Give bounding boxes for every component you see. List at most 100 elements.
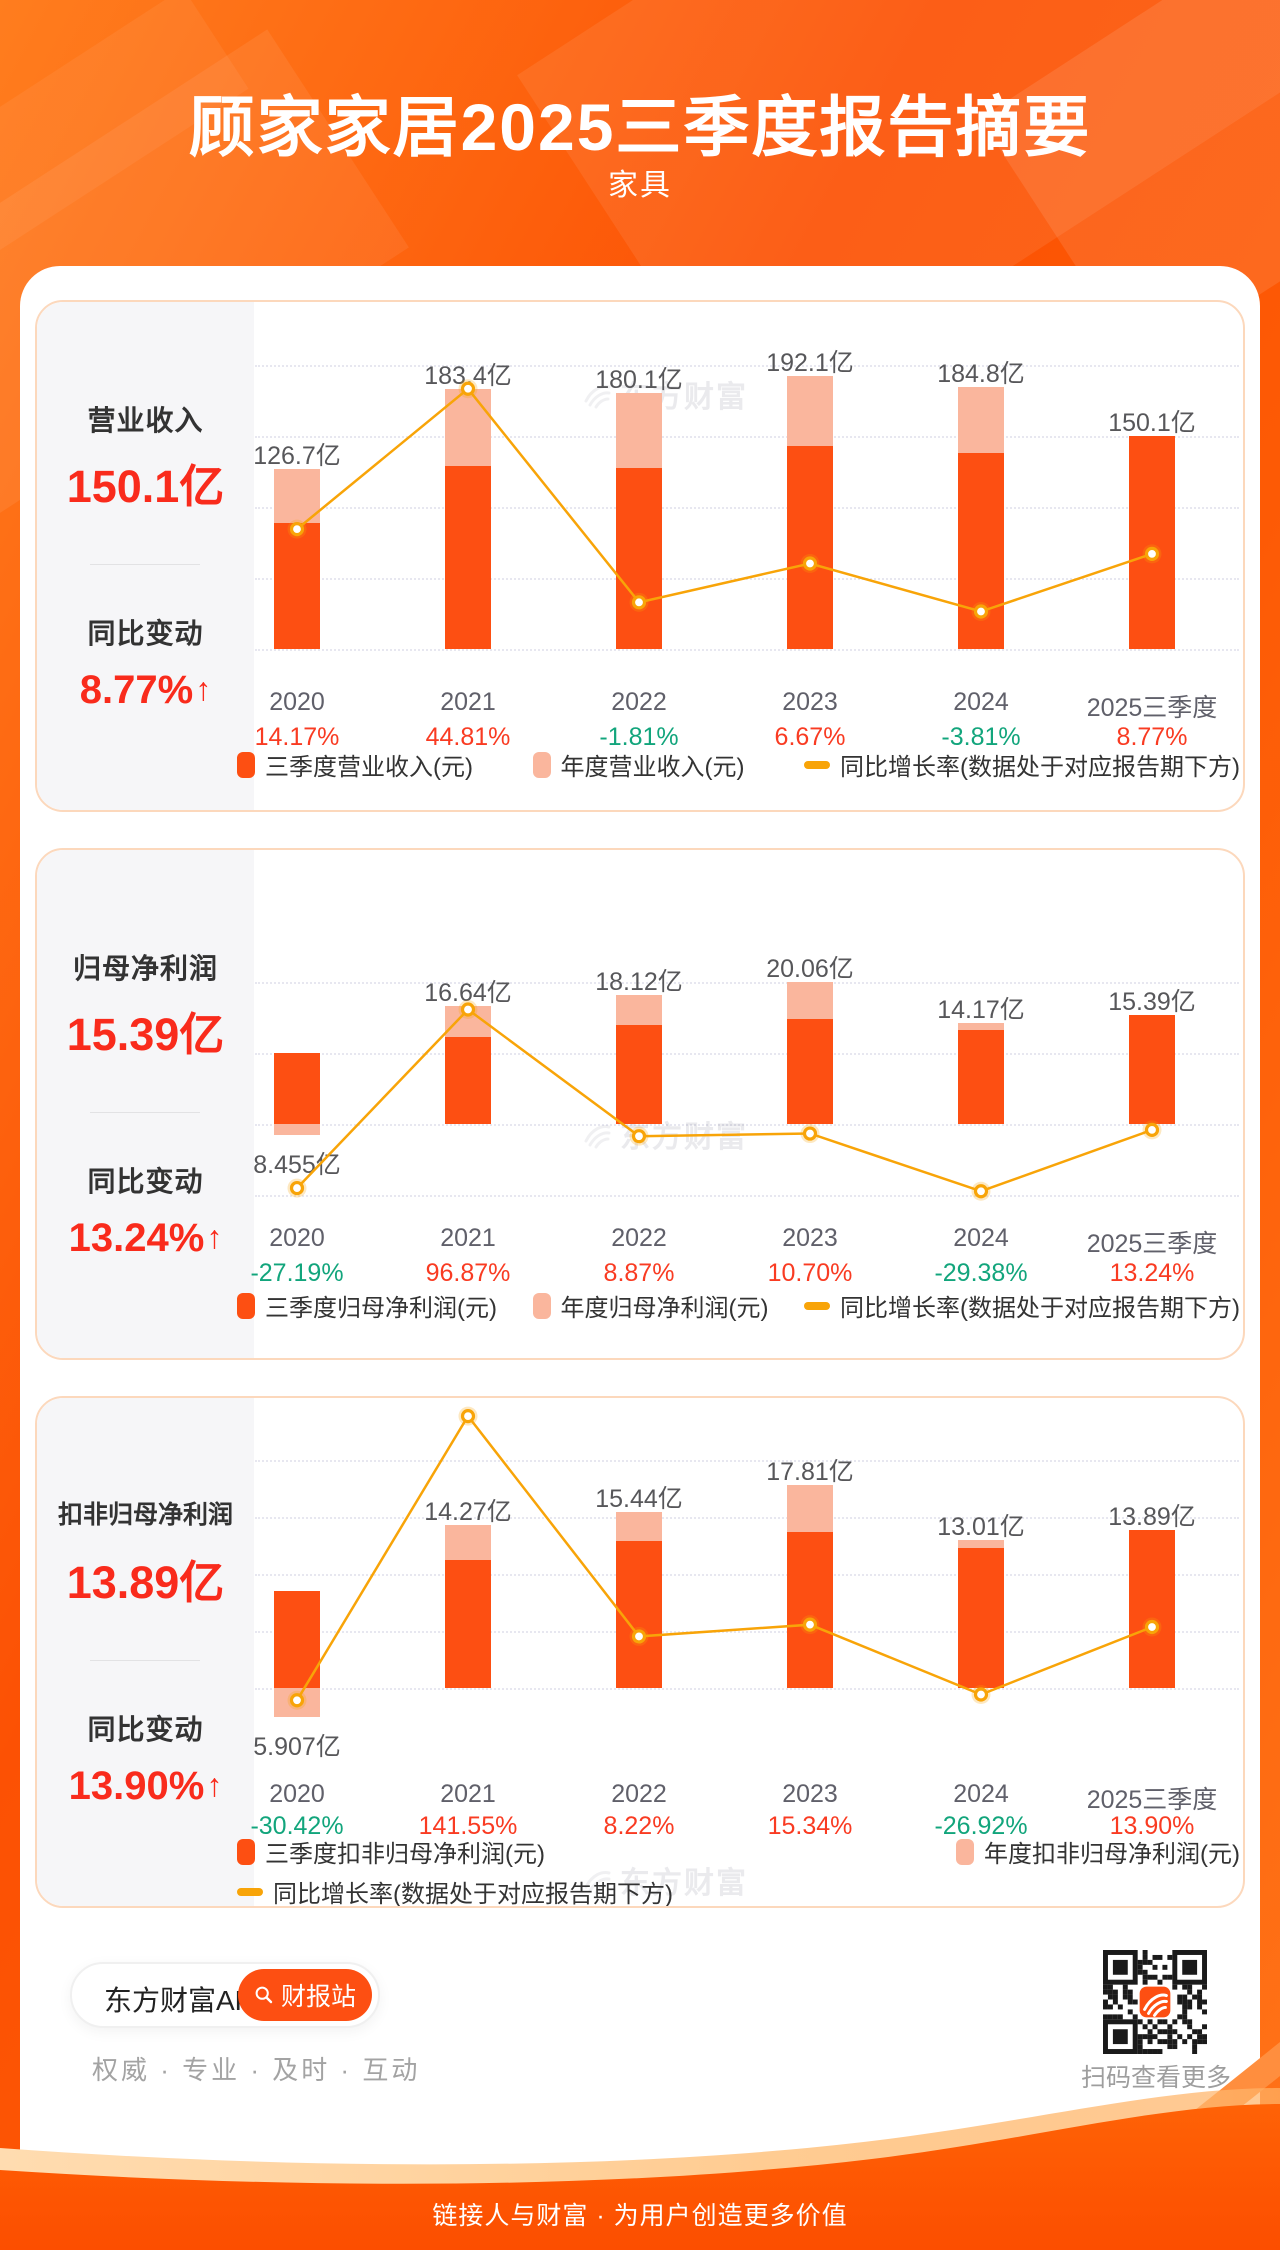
yoy-label: -29.38% bbox=[934, 1259, 1028, 1287]
bar-q3 bbox=[958, 453, 1004, 649]
chart-area: 东方财富 8.455亿 2020 -27.19% 16.64亿 2021 96.87% 18.… bbox=[37, 850, 1243, 1358]
legend-swatch-annual-bar bbox=[532, 1292, 551, 1319]
panel-net-profit: 归母净利润 15.39亿 同比变动 13.24%↑ 东方财富 8.455亿 2020 -27.… bbox=[35, 848, 1245, 1360]
chart-gridline bbox=[255, 1631, 1239, 1633]
bar-value-label: 183.4亿 bbox=[424, 361, 512, 390]
yoy-label: 8.77% bbox=[1116, 723, 1188, 751]
change-label: 同比变动 bbox=[87, 1166, 204, 1197]
qr-pattern bbox=[1103, 1950, 1207, 2054]
legend: 三季度营业收入(元) 年度营业收入(元) 同比增长率(数据处于对应报告期下方) bbox=[237, 747, 1240, 782]
x-axis-label: 2023 bbox=[782, 1780, 838, 1808]
bar-annual bbox=[616, 1511, 662, 1542]
x-axis-label: 2022 bbox=[611, 1780, 667, 1808]
legend-label: 同比增长率(数据处于对应报告期下方) bbox=[840, 754, 1240, 781]
yoy-label: 141.55% bbox=[418, 1812, 518, 1840]
legend-swatch-q3-bar bbox=[237, 1292, 255, 1319]
qr-caption: 扫码查看更多 bbox=[1080, 2064, 1231, 2092]
bar-q3 bbox=[616, 467, 662, 649]
watermark: 东方财富 bbox=[582, 1858, 748, 1902]
yoy-label: -3.81% bbox=[941, 723, 1021, 751]
search-icon bbox=[255, 1986, 273, 2004]
chart-gridline bbox=[255, 1688, 1239, 1690]
panel-sidebar: 扣非归母净利润 13.89亿 同比变动 13.90%↑ bbox=[37, 1398, 254, 1906]
legend-label: 三季度营业收入(元) bbox=[265, 754, 473, 781]
bar-q3 bbox=[274, 1052, 320, 1124]
legend-swatch-growth-line bbox=[237, 1887, 263, 1896]
legend-item: 同比增长率(数据处于对应报告期下方) bbox=[237, 1874, 673, 1908]
chart-gridline bbox=[255, 1195, 1239, 1197]
chart-area: 东方财富 5.907亿 2020 -30.42% 14.27亿 2021 141.55% 15… bbox=[37, 1398, 1243, 1906]
eastmoney-logo-icon bbox=[584, 1871, 611, 1895]
panel-sidebar: 归母净利润 15.39亿同比变动 13.24%↑ bbox=[37, 850, 254, 1358]
bar-annual bbox=[958, 386, 1004, 454]
growth-point-halo bbox=[971, 1181, 991, 1201]
bar-q3 bbox=[445, 1036, 491, 1124]
legend-item: 三季度归母净利润(元) bbox=[237, 1288, 497, 1323]
bar-q3 bbox=[958, 1548, 1004, 1688]
change-value-row: 13.24%↑ bbox=[37, 1216, 254, 1261]
chart-gridline bbox=[255, 649, 1239, 651]
up-arrow-icon: ↑ bbox=[206, 1219, 223, 1255]
bar-value-label: 13.01亿 bbox=[937, 1512, 1025, 1541]
legend-label: 同比增长率(数据处于对应报告期下方) bbox=[273, 1881, 673, 1908]
change-label: 同比变动 bbox=[87, 1714, 204, 1745]
bar-annual-negative bbox=[274, 1124, 320, 1136]
chart-gridline bbox=[255, 1574, 1239, 1576]
yoy-label: -1.81% bbox=[599, 723, 679, 751]
change-value: 13.24% bbox=[68, 1216, 205, 1260]
bar-q3 bbox=[958, 1029, 1004, 1124]
yoy-label: 13.24% bbox=[1109, 1259, 1195, 1287]
legend-item: 同比增长率(数据处于对应报告期下方) bbox=[804, 747, 1240, 782]
legend-item: 三季度营业收入(元) bbox=[237, 747, 473, 782]
report-station-button[interactable]: 财报站 bbox=[237, 1969, 372, 2021]
legend: 三季度归母净利润(元) 年度归母净利润(元) 同比增长率(数据处于对应报告期下方) bbox=[237, 1288, 1240, 1323]
tagline: 权威 · 专业 · 及时 · 互动 bbox=[92, 2055, 421, 2085]
legend-label: 三季度扣非归母净利润(元) bbox=[265, 1841, 545, 1868]
change-label: 同比变动 bbox=[87, 618, 204, 649]
bar-annual bbox=[274, 469, 320, 523]
bar-q3 bbox=[1129, 1014, 1175, 1124]
bar-value-label: 13.89亿 bbox=[1108, 1502, 1196, 1531]
wave-highlight bbox=[0, 2088, 1280, 2189]
x-axis-label: 2025三季度 bbox=[1086, 1230, 1218, 1258]
metric-title: 归母净利润 bbox=[72, 953, 218, 984]
bar-value-label: 15.39亿 bbox=[1108, 987, 1196, 1016]
legend: 三季度扣非归母净利润(元) 年度扣非归母净利润(元) bbox=[237, 1834, 1240, 1869]
legend-item: 三季度扣非归母净利润(元) bbox=[237, 1834, 545, 1869]
growth-point bbox=[289, 1180, 305, 1196]
bar-annual bbox=[445, 1525, 491, 1561]
yoy-label: 15.34% bbox=[767, 1812, 853, 1840]
eastmoney-logo-icon bbox=[584, 1125, 611, 1149]
legend-label: 三季度归母净利润(元) bbox=[265, 1295, 497, 1322]
chart-gridline bbox=[255, 982, 1239, 984]
yoy-label: -26.92% bbox=[934, 1812, 1028, 1840]
x-axis-label: 2020 bbox=[269, 688, 325, 716]
x-axis-label: 2022 bbox=[611, 1224, 667, 1252]
x-axis-label: 2025三季度 bbox=[1086, 1786, 1218, 1814]
yoy-label: 6.67% bbox=[774, 723, 846, 751]
watermark: 东方财富 bbox=[582, 1112, 748, 1156]
watermark-text: 东方财富 bbox=[620, 1867, 748, 1900]
panel-non-gaap-profit: 扣非归母净利润 13.89亿 同比变动 13.90%↑ 东方财富 5.907亿 2020 -3… bbox=[35, 1396, 1245, 1908]
bar-q3 bbox=[1129, 1529, 1175, 1688]
bar-value-label: 180.1亿 bbox=[595, 366, 683, 395]
change-value: 8.77% bbox=[79, 668, 194, 712]
x-axis-label: 2024 bbox=[953, 688, 1009, 716]
bar-q3 bbox=[616, 1541, 662, 1688]
growth-point-halo bbox=[458, 1406, 478, 1426]
x-axis-label: 2022 bbox=[611, 688, 667, 716]
metric-title: 营业收入 bbox=[87, 405, 204, 436]
chart-gridline bbox=[255, 578, 1239, 580]
metric-value: 15.39亿 bbox=[66, 1009, 225, 1060]
growth-point bbox=[460, 1409, 476, 1424]
bar-value-label: 20.06亿 bbox=[766, 954, 854, 983]
growth-point-halo bbox=[800, 1124, 820, 1144]
bar-value-label: 16.64亿 bbox=[424, 978, 512, 1007]
yoy-label: -27.19% bbox=[250, 1259, 344, 1287]
bar-q3 bbox=[616, 1024, 662, 1124]
yoy-label: 8.22% bbox=[603, 1812, 675, 1840]
qr-code bbox=[1103, 1950, 1207, 2054]
yoy-label: 13.90% bbox=[1109, 1812, 1195, 1840]
yoy-label: 10.70% bbox=[767, 1259, 853, 1287]
bar-value-label: 18.12亿 bbox=[595, 968, 683, 997]
